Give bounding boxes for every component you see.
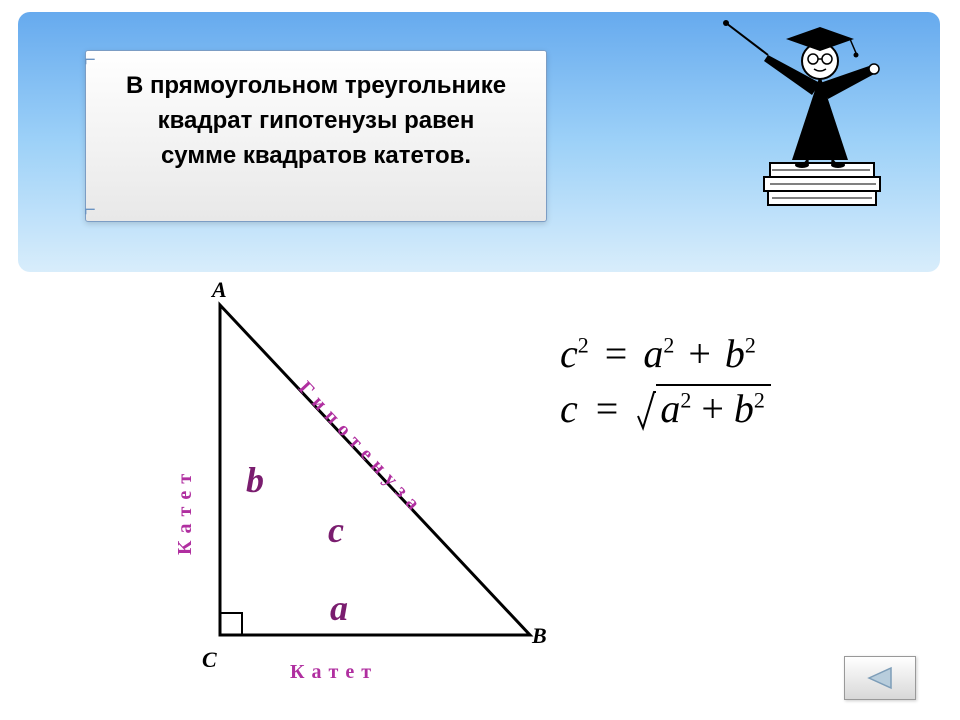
vertex-c: C — [202, 647, 217, 673]
theorem-line-3: сумме квадратов катетов. — [161, 142, 471, 169]
vertex-b: B — [532, 623, 547, 649]
right-triangle-diagram: A C B b c a К а т е т К а т е т Г и п о … — [180, 295, 550, 695]
f2-c: c — [560, 386, 578, 431]
arrow-left-icon — [865, 666, 895, 690]
professor-illustration — [720, 5, 920, 225]
side-b: b — [246, 459, 264, 501]
vertex-a: A — [212, 277, 227, 303]
formula-2: c = a2 + b2 — [560, 385, 900, 432]
f1-a: a — [643, 331, 663, 376]
theorem-text: В прямоугольном треугольнике квадрат гип… — [86, 69, 546, 173]
sqrt-icon — [636, 385, 656, 432]
theorem-line-1: В прямоугольном треугольнике — [126, 72, 506, 99]
back-button[interactable] — [844, 656, 916, 700]
right-angle-marker — [220, 613, 242, 635]
theorem-line-2: квадрат гипотенузы равен — [158, 107, 475, 134]
side-a: a — [330, 587, 348, 629]
theorem-scroll: ⌐ ⌐ В прямоугольном треугольнике квадрат… — [85, 50, 547, 222]
cathetus-vertical-label: К а т е т — [174, 473, 197, 555]
scroll-curl-icon: ⌐ — [84, 199, 108, 223]
side-c: c — [328, 509, 344, 551]
formula-1: c2 = a2 + b2 — [560, 330, 900, 377]
formula-block: c2 = a2 + b2 c = a2 + b2 — [560, 330, 900, 490]
sqrt-radicand: a2 + b2 — [656, 384, 771, 431]
f1-c: c — [560, 331, 578, 376]
f1-b: b — [725, 331, 745, 376]
cathetus-horizontal-label: К а т е т — [290, 661, 372, 684]
